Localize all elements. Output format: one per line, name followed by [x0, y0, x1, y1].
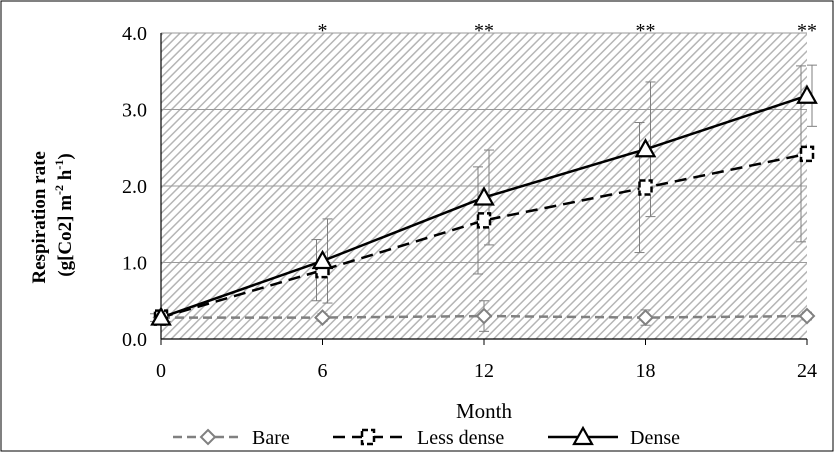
legend-item: Less dense [333, 427, 504, 449]
x-tick-label: 24 [797, 360, 817, 382]
y-tick-label: 2.0 [122, 176, 147, 198]
marker-square [799, 145, 815, 163]
x-tick-label: 18 [636, 360, 656, 382]
series-line [160, 152, 808, 319]
significance-label: * [318, 20, 328, 42]
significance-label: ** [474, 20, 494, 42]
markers [150, 84, 818, 326]
marker-triangle [634, 138, 657, 158]
x-tick-label: 12 [474, 360, 494, 382]
marker-triangle [572, 425, 594, 446]
legend-item: Dense [548, 425, 680, 449]
x-axis-title: Month [456, 399, 513, 423]
marker-triangle [311, 249, 334, 270]
marker-diamond [798, 307, 816, 325]
y-tick-label: 0.0 [122, 329, 147, 351]
legend-label: Less dense [417, 427, 504, 449]
marker-diamond [475, 307, 493, 325]
y-tick-labels: 0.0 1.0 2.0 3.0 4.0 [122, 23, 147, 351]
significance-labels: * ** ** ** [318, 20, 818, 42]
y-tick-label: 1.0 [122, 253, 147, 275]
gridlines [161, 32, 807, 263]
x-tick-label: 0 [156, 360, 166, 382]
y-tick-label: 3.0 [122, 100, 147, 122]
legend-item: Bare [173, 427, 290, 449]
y-axis-title: Respiration rate (g[Co2] m-2 h-1) [29, 146, 76, 283]
y-tick-label: 4.0 [122, 23, 147, 45]
significance-label: ** [636, 20, 656, 42]
significance-label: ** [797, 20, 817, 42]
marker-square [360, 428, 376, 446]
marker-triangle [473, 186, 495, 206]
marker-diamond [199, 428, 217, 446]
marker-triangle [796, 84, 818, 104]
axes [160, 33, 808, 345]
marker-triangle [150, 306, 172, 326]
legend: Bare Less dense Dense [173, 425, 680, 449]
x-tick-label: 6 [318, 360, 328, 382]
y-axis-title-line2: (g[Co2] m-2 h-1) [52, 153, 76, 276]
legend-label: Dense [630, 427, 680, 449]
x-tick-labels: 0 6 12 18 24 [156, 360, 817, 382]
legend-label: Bare [252, 427, 290, 449]
marker-square [476, 212, 492, 229]
y-axis-title-line1: Respiration rate [29, 151, 50, 283]
marker-diamond [314, 309, 331, 326]
marker-diamond [637, 309, 654, 326]
marker-square [638, 179, 653, 196]
